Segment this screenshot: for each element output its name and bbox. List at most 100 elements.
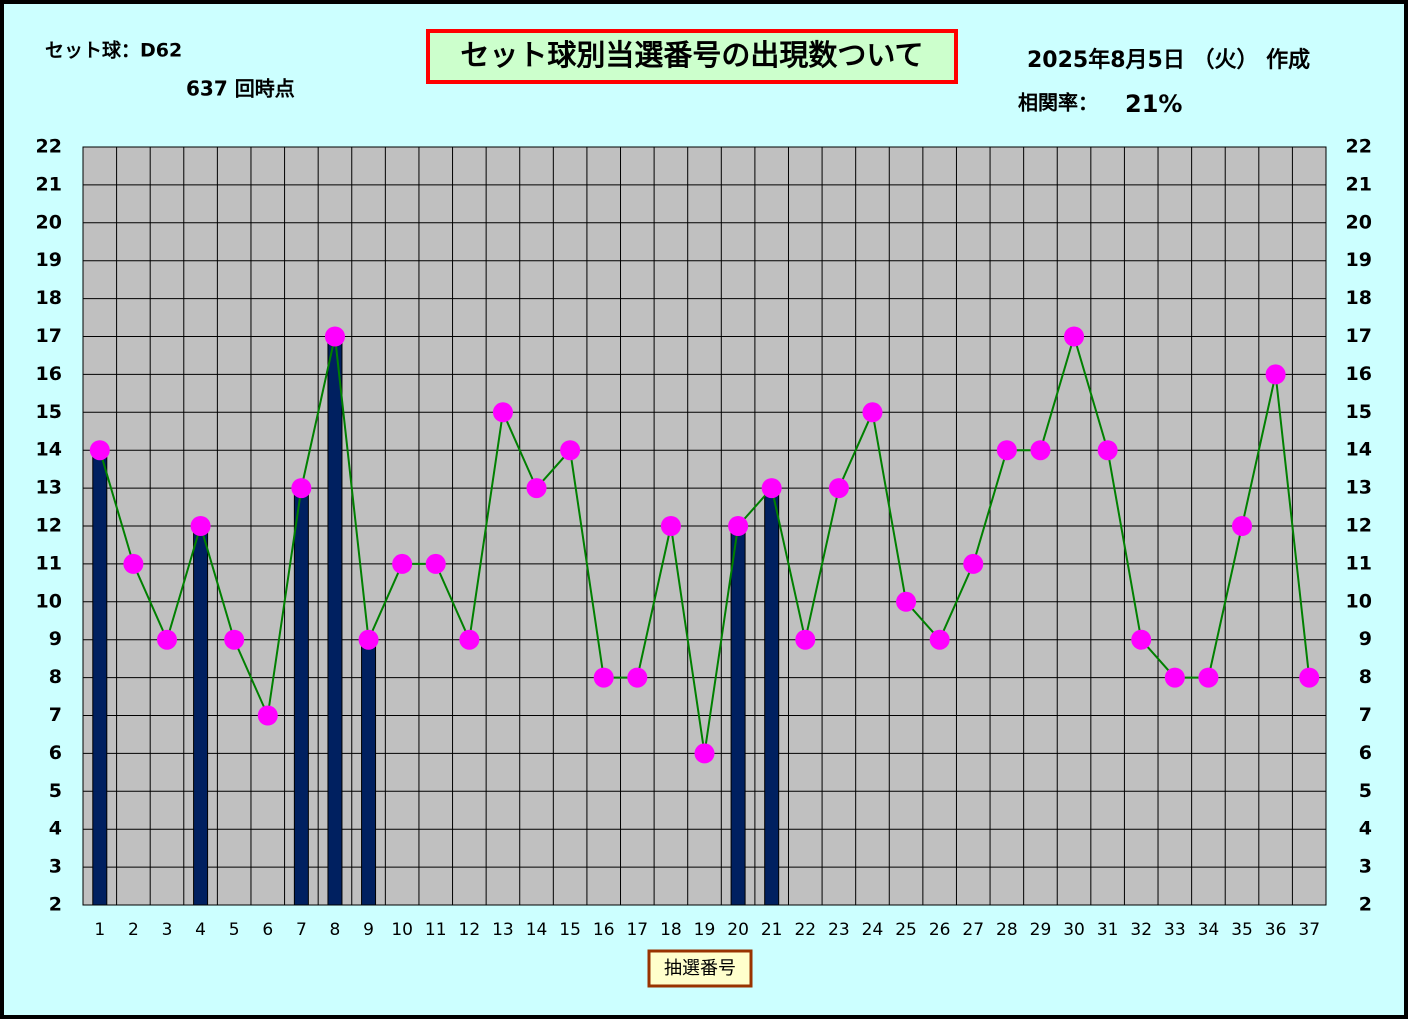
x-tick-label: 12 <box>459 920 481 940</box>
point <box>156 629 177 650</box>
x-tick-label: 32 <box>1130 920 1152 940</box>
y-tick-label: 14 <box>36 439 62 461</box>
y-tick-label: 13 <box>36 477 62 499</box>
point <box>1265 364 1286 385</box>
point <box>324 326 345 347</box>
y-tick-label: 12 <box>36 515 62 537</box>
y2-tick-label: 5 <box>1359 780 1372 802</box>
y-tick-label: 5 <box>49 780 62 802</box>
y2-tick-label: 19 <box>1346 249 1372 271</box>
y2-tick-label: 6 <box>1359 742 1372 764</box>
y2-tick-label: 11 <box>1346 552 1372 574</box>
y2-tick-label: 3 <box>1359 856 1372 878</box>
y2-tick-label: 15 <box>1346 401 1372 423</box>
x-tick-label: 4 <box>195 920 206 940</box>
y-tick-label: 2 <box>49 894 62 916</box>
point <box>459 629 480 650</box>
bar <box>293 487 309 906</box>
point <box>1030 440 1051 461</box>
y2-tick-label: 9 <box>1359 628 1372 650</box>
set-ball: セット球：D62 <box>45 39 182 62</box>
y-tick-label: 19 <box>36 249 62 271</box>
x-tick-label: 24 <box>862 920 884 940</box>
y2-tick-label: 17 <box>1346 325 1372 347</box>
x-tick-label: 13 <box>492 920 514 940</box>
y2-tick-label: 7 <box>1359 704 1372 726</box>
point <box>593 667 614 688</box>
correlation-label: 相関率： <box>1018 91 1098 115</box>
y-tick-label: 10 <box>36 590 62 612</box>
y-tick-label: 8 <box>49 666 62 688</box>
point <box>526 478 547 499</box>
bar <box>327 336 343 906</box>
x-tick-label: 34 <box>1198 920 1220 940</box>
point <box>257 705 278 726</box>
x-tick-label: 30 <box>1063 920 1085 940</box>
x-tick-label: 37 <box>1298 920 1320 940</box>
y-tick-label: 11 <box>36 552 62 574</box>
point <box>291 478 312 499</box>
y2-tick-label: 14 <box>1346 439 1372 461</box>
x-tick-label: 33 <box>1164 920 1186 940</box>
point <box>660 516 681 536</box>
x-tick-label: 23 <box>828 920 850 940</box>
x-tick-label: 22 <box>794 920 816 940</box>
point <box>828 478 849 499</box>
x-label-box <box>647 949 753 988</box>
point <box>560 440 581 461</box>
x-tick-label: 9 <box>363 920 374 940</box>
point <box>795 629 816 650</box>
bar <box>730 525 746 906</box>
x-tick-label: 28 <box>996 920 1018 940</box>
y2-tick-label: 2 <box>1359 894 1372 916</box>
bar <box>92 449 108 906</box>
y2-tick-label: 16 <box>1346 363 1372 385</box>
point <box>123 553 144 574</box>
point <box>862 402 883 423</box>
x-axis-label: 抽選番号 <box>664 958 736 979</box>
y2-tick-label: 10 <box>1346 590 1372 612</box>
y-tick-label: 9 <box>49 628 62 650</box>
point <box>929 629 950 650</box>
point <box>224 629 245 650</box>
x-tick-label: 8 <box>330 920 341 940</box>
x-tick-label: 6 <box>262 920 273 940</box>
y2-tick-label: 13 <box>1346 477 1372 499</box>
point <box>896 591 917 612</box>
point <box>358 629 379 650</box>
point <box>1097 440 1118 461</box>
x-tick-label: 14 <box>526 920 548 940</box>
x-tick-label: 18 <box>660 920 682 940</box>
x-tick-label: 19 <box>694 920 716 940</box>
point <box>1299 667 1320 688</box>
x-tick-label: 11 <box>425 920 447 940</box>
x-tick-label: 26 <box>929 920 951 940</box>
y-tick-label: 6 <box>49 742 62 764</box>
point <box>392 553 413 574</box>
point <box>761 478 782 499</box>
point <box>492 402 513 423</box>
x-tick-label: 10 <box>391 920 413 940</box>
point <box>1164 667 1185 688</box>
y-tick-label: 22 <box>36 136 62 158</box>
x-tick-label: 25 <box>895 920 917 940</box>
point <box>190 516 211 536</box>
point <box>728 516 749 536</box>
x-tick-label: 36 <box>1265 920 1287 940</box>
x-tick-label: 21 <box>761 920 783 940</box>
point <box>1232 516 1253 536</box>
y-tick-label: 15 <box>36 401 62 423</box>
point <box>1064 326 1085 347</box>
x-tick-label: 35 <box>1231 920 1253 940</box>
y2-tick-label: 22 <box>1346 136 1372 158</box>
point <box>694 743 715 764</box>
y-tick-label: 3 <box>49 856 62 878</box>
y2-tick-label: 4 <box>1359 818 1372 840</box>
y-tick-label: 21 <box>36 173 62 195</box>
point <box>996 440 1017 461</box>
y2-tick-label: 18 <box>1346 287 1372 309</box>
point <box>1131 629 1152 650</box>
x-tick-label: 31 <box>1097 920 1119 940</box>
x-tick-label: 1 <box>94 920 105 940</box>
title-box <box>426 29 958 84</box>
